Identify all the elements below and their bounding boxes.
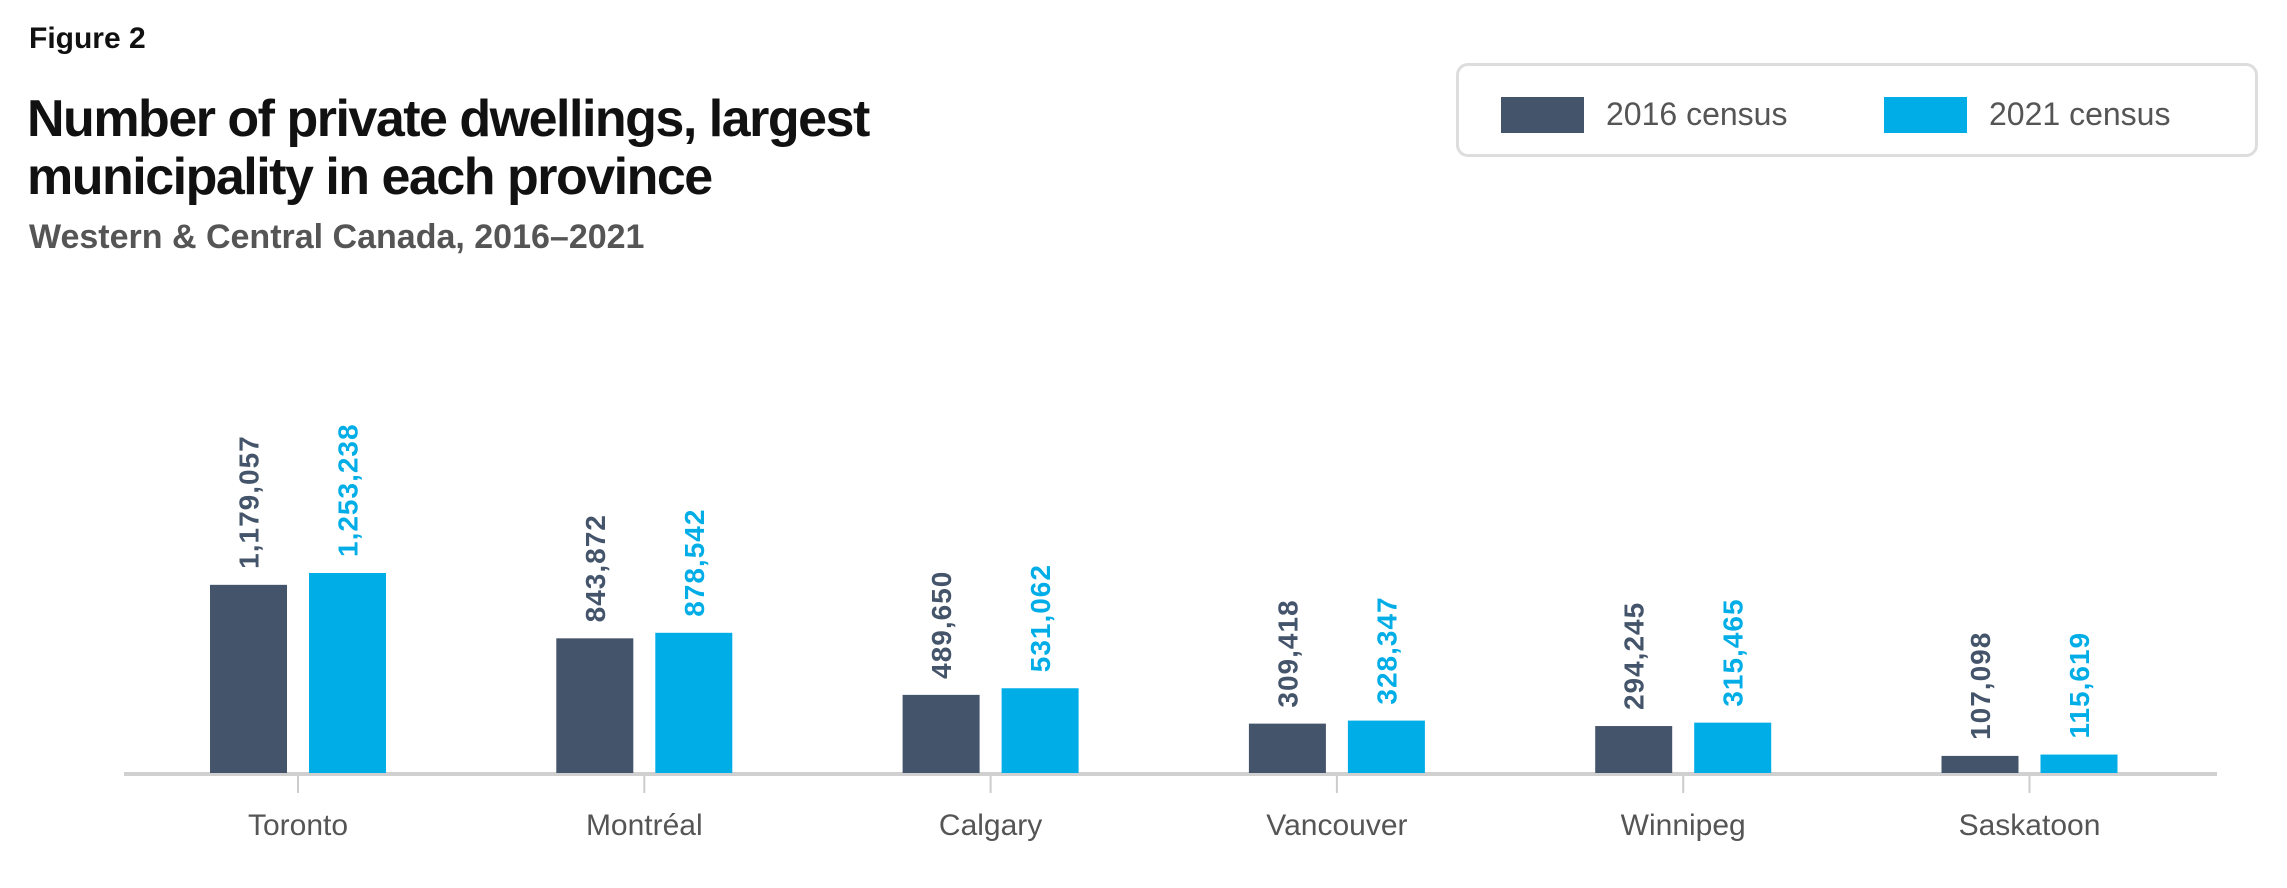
bar-2016-saskatoon <box>1941 755 2019 773</box>
category-label: Vancouver <box>1266 809 1407 842</box>
legend-swatch-2016 <box>1501 96 1584 133</box>
bar-2021-toronto <box>309 573 386 773</box>
data-label: 878,542 <box>679 509 710 617</box>
bar-2016-vancouver <box>1248 723 1326 773</box>
legend-item-2016: 2016 census <box>1501 96 1787 133</box>
legend-swatch-2021 <box>1884 96 1967 133</box>
data-label: 315,465 <box>1718 598 1749 706</box>
bar-2021-montréal <box>655 632 733 773</box>
bar-2021-vancouver <box>1347 720 1425 773</box>
legend-label-2016: 2016 census <box>1606 96 1788 132</box>
data-label: 489,650 <box>926 571 957 679</box>
category-label: Winnipeg <box>1621 809 1746 842</box>
category-label: Saskatoon <box>1959 809 2101 842</box>
bar-2021-saskatoon <box>2040 754 2118 773</box>
bar-2021-calgary <box>1001 688 1079 773</box>
legend-item-2021: 2021 census <box>1884 96 2170 133</box>
bar-2016-calgary <box>902 694 980 773</box>
data-label: 107,098 <box>1965 632 1996 740</box>
bar-2021-winnipeg <box>1694 722 1772 773</box>
bar-2016-winnipeg <box>1595 726 1673 773</box>
legend: 2016 census 2021 census <box>1456 63 2258 157</box>
data-label: 328,347 <box>1371 596 1402 704</box>
bar-2016-toronto <box>210 584 287 773</box>
data-label: 309,418 <box>1272 599 1303 707</box>
figure-label: Figure 2 <box>29 22 146 55</box>
category-label: Montréal <box>586 809 703 842</box>
data-label: 843,872 <box>580 514 611 622</box>
data-label: 294,245 <box>1619 602 1650 710</box>
data-label: 1,253,238 <box>333 423 364 557</box>
data-label: 1,179,057 <box>234 435 265 569</box>
chart-title: Number of private dwellings, largest mun… <box>27 90 870 206</box>
legend-label-2021: 2021 census <box>1989 96 2171 132</box>
category-label: Toronto <box>248 809 348 842</box>
data-label: 531,062 <box>1025 564 1056 672</box>
category-label: Calgary <box>939 809 1042 842</box>
chart-subtitle: Western & Central Canada, 2016–2021 <box>29 218 645 256</box>
bar-2016-montréal <box>556 638 634 773</box>
data-label: 115,619 <box>2064 632 2095 739</box>
